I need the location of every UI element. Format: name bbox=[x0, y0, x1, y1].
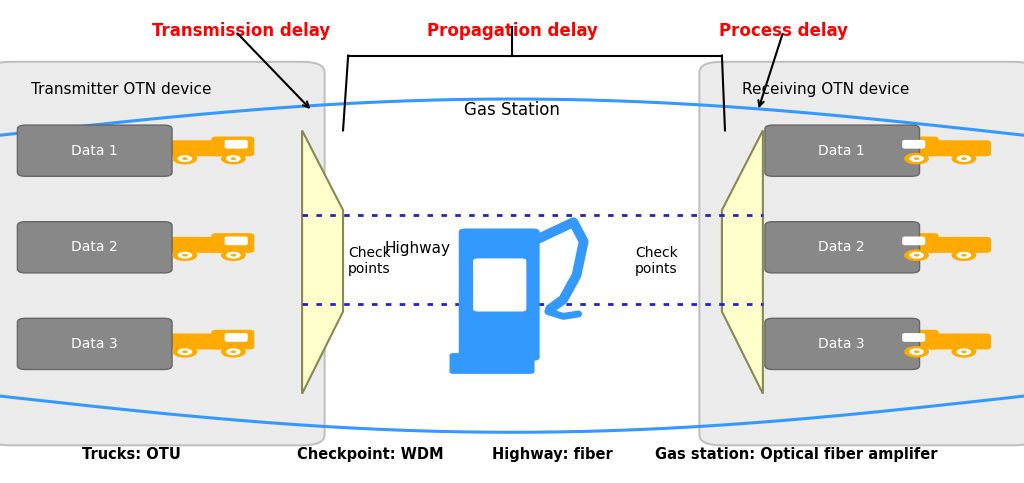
Text: Check
points: Check points bbox=[635, 246, 678, 276]
FancyBboxPatch shape bbox=[224, 140, 248, 149]
Text: Data 3: Data 3 bbox=[818, 337, 865, 351]
Polygon shape bbox=[302, 130, 343, 394]
Text: Propagation delay: Propagation delay bbox=[427, 22, 597, 40]
FancyBboxPatch shape bbox=[928, 333, 991, 350]
FancyBboxPatch shape bbox=[896, 330, 939, 350]
Circle shape bbox=[904, 346, 929, 357]
Polygon shape bbox=[722, 130, 763, 394]
FancyBboxPatch shape bbox=[928, 237, 991, 253]
Text: Data 1: Data 1 bbox=[818, 144, 865, 157]
Circle shape bbox=[226, 155, 241, 162]
Circle shape bbox=[226, 348, 241, 355]
Text: Receiving OTN device: Receiving OTN device bbox=[742, 82, 909, 97]
Circle shape bbox=[221, 249, 246, 261]
Text: Highway: fiber: Highway: fiber bbox=[492, 447, 612, 462]
Circle shape bbox=[951, 249, 976, 261]
FancyBboxPatch shape bbox=[211, 330, 254, 350]
Text: Checkpoint: WDM: Checkpoint: WDM bbox=[297, 447, 443, 462]
Circle shape bbox=[221, 153, 246, 164]
FancyBboxPatch shape bbox=[765, 222, 920, 273]
Text: Data 3: Data 3 bbox=[71, 337, 118, 351]
Circle shape bbox=[182, 254, 187, 256]
FancyBboxPatch shape bbox=[896, 137, 939, 156]
FancyBboxPatch shape bbox=[211, 233, 254, 253]
Circle shape bbox=[177, 155, 193, 162]
Circle shape bbox=[956, 348, 971, 355]
Circle shape bbox=[177, 348, 193, 355]
Circle shape bbox=[913, 254, 920, 256]
FancyBboxPatch shape bbox=[902, 333, 926, 342]
FancyBboxPatch shape bbox=[159, 333, 223, 350]
Circle shape bbox=[230, 351, 237, 353]
FancyBboxPatch shape bbox=[699, 62, 1024, 445]
FancyBboxPatch shape bbox=[0, 62, 325, 445]
FancyBboxPatch shape bbox=[211, 137, 254, 156]
FancyBboxPatch shape bbox=[928, 140, 991, 156]
Circle shape bbox=[904, 153, 929, 164]
Circle shape bbox=[962, 157, 967, 160]
FancyBboxPatch shape bbox=[765, 318, 920, 369]
FancyBboxPatch shape bbox=[17, 222, 172, 273]
FancyBboxPatch shape bbox=[224, 333, 248, 342]
Text: Process delay: Process delay bbox=[719, 22, 848, 40]
Text: Data 1: Data 1 bbox=[71, 144, 118, 157]
Circle shape bbox=[172, 346, 198, 357]
Circle shape bbox=[962, 351, 967, 353]
Circle shape bbox=[177, 252, 193, 259]
Circle shape bbox=[172, 249, 198, 261]
Text: Trucks: OTU: Trucks: OTU bbox=[82, 447, 181, 462]
Text: Data 2: Data 2 bbox=[818, 241, 865, 254]
Circle shape bbox=[951, 346, 976, 357]
FancyBboxPatch shape bbox=[902, 237, 926, 245]
Text: Check
points: Check points bbox=[348, 246, 391, 276]
FancyBboxPatch shape bbox=[473, 258, 526, 312]
Circle shape bbox=[913, 351, 920, 353]
Circle shape bbox=[221, 346, 246, 357]
FancyBboxPatch shape bbox=[902, 140, 926, 149]
FancyBboxPatch shape bbox=[765, 125, 920, 176]
Circle shape bbox=[230, 254, 237, 256]
FancyBboxPatch shape bbox=[896, 233, 939, 253]
Circle shape bbox=[182, 157, 187, 160]
Circle shape bbox=[172, 153, 198, 164]
FancyBboxPatch shape bbox=[17, 125, 172, 176]
Circle shape bbox=[951, 153, 976, 164]
Circle shape bbox=[909, 348, 924, 355]
Text: Highway: Highway bbox=[384, 241, 450, 256]
FancyBboxPatch shape bbox=[159, 140, 223, 156]
Circle shape bbox=[909, 155, 924, 162]
Text: Transmitter OTN device: Transmitter OTN device bbox=[31, 82, 211, 97]
Circle shape bbox=[956, 252, 971, 259]
Text: Gas Station: Gas Station bbox=[464, 101, 560, 119]
Text: Gas station: Optical fiber amplifer: Gas station: Optical fiber amplifer bbox=[655, 447, 938, 462]
Text: Data 2: Data 2 bbox=[71, 241, 118, 254]
Circle shape bbox=[909, 252, 924, 259]
Circle shape bbox=[904, 249, 929, 261]
Text: Transmission delay: Transmission delay bbox=[152, 22, 330, 40]
FancyBboxPatch shape bbox=[450, 353, 535, 374]
FancyBboxPatch shape bbox=[224, 237, 248, 245]
Circle shape bbox=[956, 155, 971, 162]
Circle shape bbox=[913, 157, 920, 160]
Circle shape bbox=[962, 254, 967, 256]
Circle shape bbox=[230, 157, 237, 160]
Circle shape bbox=[226, 252, 241, 259]
FancyBboxPatch shape bbox=[17, 318, 172, 369]
Circle shape bbox=[182, 351, 187, 353]
FancyBboxPatch shape bbox=[159, 237, 223, 253]
FancyBboxPatch shape bbox=[459, 228, 540, 361]
